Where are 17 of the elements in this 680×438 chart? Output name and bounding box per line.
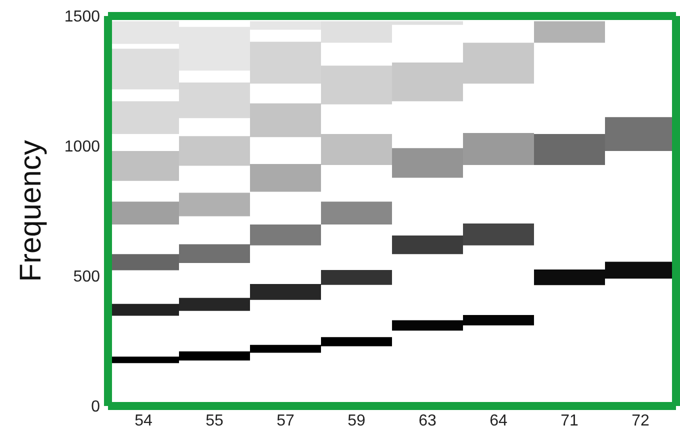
x-tick-label: 57 [276,412,294,430]
y-axis-title: Frequency [14,140,48,282]
x-tick-label: 55 [206,412,224,430]
x-tick-label: 71 [560,412,578,430]
x-tick-label: 59 [348,412,366,430]
x-tick-label: 63 [418,412,436,430]
y-tick-label: 500 [73,268,100,286]
bar [179,192,250,216]
y-tick-label: 1500 [64,8,100,26]
x-tick-label: 54 [134,412,152,430]
y-tick-label: 1000 [64,138,100,156]
y-tick-label: 0 [91,398,100,416]
bar [250,164,321,192]
x-tick-label: 64 [490,412,508,430]
x-tick-label: 72 [632,412,650,430]
bar [321,202,392,225]
bar [534,21,605,43]
